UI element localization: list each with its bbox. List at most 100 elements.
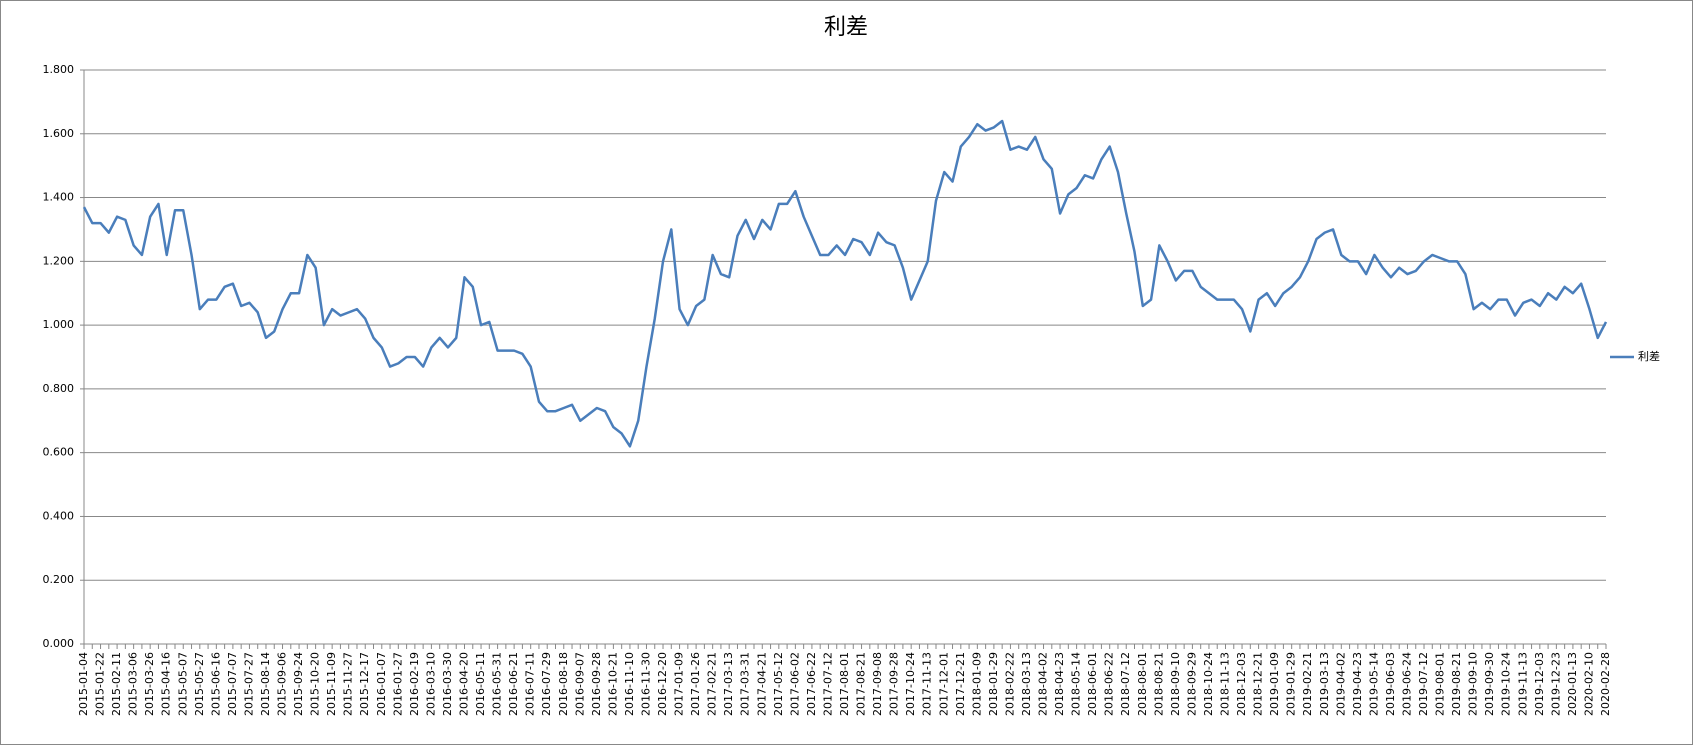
x-tick-label: 2016-10-21 [606, 652, 619, 716]
x-tick-label: 2019-07-12 [1417, 652, 1430, 716]
x-tick-label: 2019-09-30 [1483, 652, 1496, 716]
x-tick-label: 2018-11-13 [1219, 652, 1232, 716]
x-tick-label: 2019-08-21 [1450, 652, 1463, 716]
x-tick-label: 2015-03-06 [127, 652, 140, 716]
x-tick-label: 2015-11-27 [342, 652, 355, 716]
x-tick-label: 2020-02-28 [1599, 652, 1612, 716]
x-tick-label: 2015-05-07 [176, 652, 189, 716]
y-tick-label: 0.000 [43, 637, 75, 650]
x-tick-label: 2018-07-12 [1119, 652, 1132, 716]
x-tick-label: 2015-04-16 [160, 652, 173, 716]
x-tick-label: 2019-01-29 [1285, 652, 1298, 716]
x-tick-label: 2016-05-31 [491, 652, 504, 716]
chart-title: 利差 [824, 15, 868, 40]
x-tick-label: 2017-10-24 [904, 652, 917, 716]
legend-label: 利差 [1638, 349, 1660, 363]
x-tick-label: 2016-08-18 [557, 652, 570, 716]
x-tick-label: 2020-01-13 [1566, 652, 1579, 716]
x-tick-label: 2017-08-21 [855, 652, 868, 716]
x-tick-label: 2018-10-24 [1202, 652, 1215, 716]
x-tick-label: 2018-04-02 [1037, 652, 1050, 716]
x-tick-label: 2018-05-14 [1070, 652, 1083, 716]
x-tick-label: 2016-02-19 [408, 652, 421, 716]
x-tick-label: 2019-09-10 [1467, 652, 1480, 716]
x-tick-label: 2019-02-21 [1301, 652, 1314, 716]
x-tick-label: 2015-07-27 [242, 652, 255, 716]
x-tick-label: 2018-08-01 [1136, 652, 1149, 716]
x-tick-label: 2018-01-09 [970, 652, 983, 716]
x-tick-label: 2017-05-12 [772, 652, 785, 716]
y-tick-label: 1.200 [43, 254, 75, 267]
y-tick-label: 1.600 [43, 127, 75, 140]
x-tick-label: 2019-10-24 [1500, 652, 1513, 716]
x-tick-label: 2018-09-10 [1169, 652, 1182, 716]
x-tick-label: 2017-01-09 [673, 652, 686, 716]
x-tick-label: 2019-03-13 [1318, 652, 1331, 716]
x-tick-label: 2018-04-23 [1053, 652, 1066, 716]
x-tick-label: 2015-07-07 [226, 652, 239, 716]
x-tick-label: 2017-06-22 [805, 652, 818, 716]
x-tick-label: 2015-09-06 [276, 652, 289, 716]
x-tick-label: 2015-01-22 [94, 652, 107, 716]
x-tick-label: 2016-04-20 [458, 652, 471, 716]
x-tick-label: 2015-10-20 [309, 652, 322, 716]
x-tick-label: 2018-02-22 [1003, 652, 1016, 716]
series-line [82, 119, 1608, 448]
x-tick-label: 2019-04-23 [1351, 652, 1364, 716]
x-tick-label: 2016-09-07 [573, 652, 586, 716]
x-tick-label: 2018-08-21 [1152, 652, 1165, 716]
x-tick-label: 2017-03-13 [722, 652, 735, 716]
x-tick-label: 2016-07-11 [524, 652, 537, 716]
y-tick-label: 1.800 [43, 63, 75, 76]
x-tick-label: 2018-06-01 [1086, 652, 1099, 716]
x-tick-label: 2016-01-07 [375, 652, 388, 716]
x-tick-label: 2018-06-22 [1103, 652, 1116, 716]
x-tick-label: 2017-09-28 [888, 652, 901, 716]
x-tick-label: 2016-12-20 [656, 652, 669, 716]
x-tick-label: 2016-11-10 [623, 652, 636, 716]
x-tick-label: 2016-05-11 [474, 652, 487, 716]
x-tick-label: 2017-02-21 [706, 652, 719, 716]
x-tick-label: 2018-12-21 [1252, 652, 1265, 716]
x-tick-label: 2019-12-03 [1533, 652, 1546, 716]
x-tick-label: 2019-12-23 [1549, 652, 1562, 716]
x-tick-label: 2015-08-14 [259, 652, 272, 716]
x-tick-label: 2017-04-21 [755, 652, 768, 716]
x-tick-label: 2019-04-02 [1334, 652, 1347, 716]
y-tick-label: 1.400 [43, 191, 75, 204]
x-tick-label: 2019-08-01 [1434, 652, 1447, 716]
x-tick-label: 2016-01-27 [391, 652, 404, 716]
x-tick-label: 2018-09-29 [1185, 652, 1198, 716]
x-tick-label: 2019-05-14 [1367, 652, 1380, 716]
y-tick-label: 0.200 [43, 573, 75, 586]
x-tick-label: 2015-11-09 [325, 652, 338, 716]
x-tick-label: 2015-02-11 [110, 652, 123, 716]
x-tick-label: 2015-09-24 [292, 652, 305, 716]
x-tick-label: 2017-12-21 [954, 652, 967, 716]
y-tick-label: 0.800 [43, 382, 75, 395]
x-tick-label: 2018-03-13 [1020, 652, 1033, 716]
x-tick-label: 2015-05-27 [193, 652, 206, 716]
x-tick-label: 2015-06-16 [209, 652, 222, 716]
x-tick-label: 2017-11-13 [921, 652, 934, 716]
x-tick-label: 2016-03-30 [441, 652, 454, 716]
x-tick-label: 2016-11-30 [639, 652, 652, 716]
x-tick-label: 2019-11-13 [1516, 652, 1529, 716]
y-tick-label: 0.600 [43, 446, 75, 459]
x-tick-label: 2020-02-10 [1582, 652, 1595, 716]
y-tick-label: 1.000 [43, 318, 75, 331]
x-tick-label: 2016-07-29 [540, 652, 553, 716]
x-tick-label: 2017-06-02 [788, 652, 801, 716]
x-tick-label: 2019-01-09 [1268, 652, 1281, 716]
x-tick-label: 2017-09-08 [871, 652, 884, 716]
x-tick-label: 2018-12-03 [1235, 652, 1248, 716]
x-tick-label: 2017-12-01 [937, 652, 950, 716]
x-tick-label: 2017-08-01 [838, 652, 851, 716]
x-tick-label: 2015-01-04 [77, 652, 90, 716]
x-tick-label: 2019-06-03 [1384, 652, 1397, 716]
x-tick-label: 2017-01-26 [689, 652, 702, 716]
x-tick-label: 2017-07-12 [821, 652, 834, 716]
